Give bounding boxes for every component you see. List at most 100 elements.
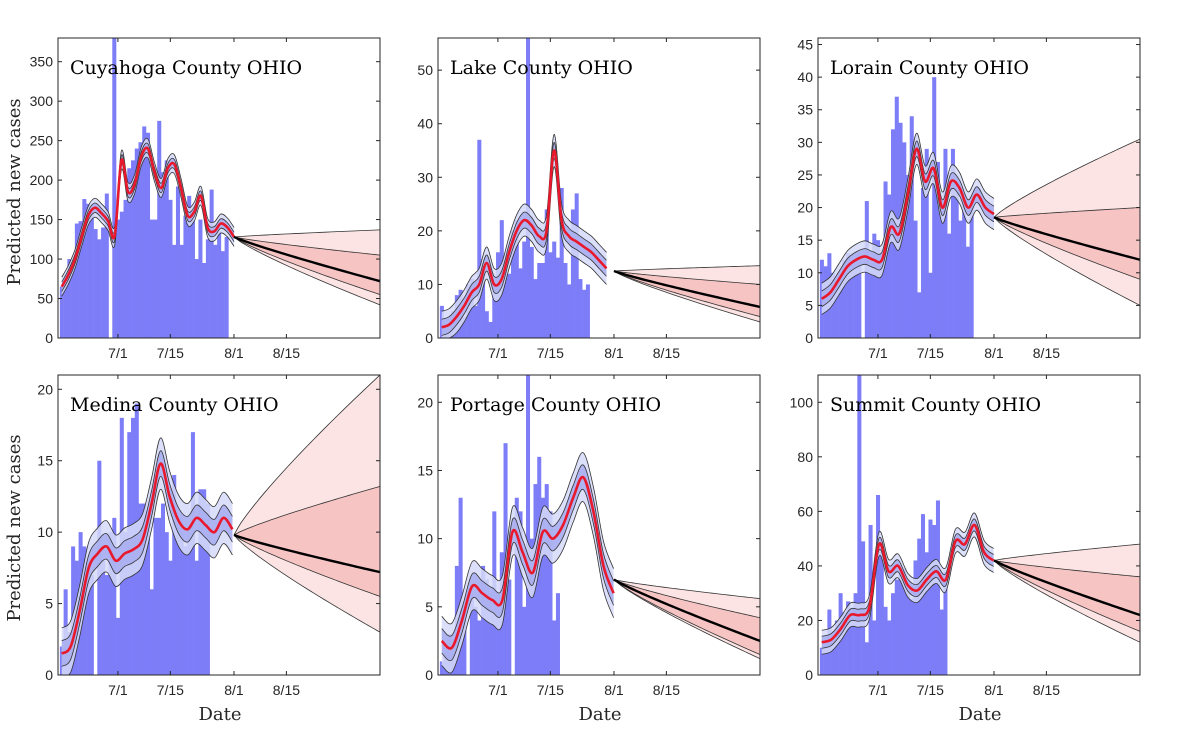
fit-line xyxy=(441,149,608,329)
y-tick-label: 45 xyxy=(797,37,813,53)
bar xyxy=(179,517,184,675)
bar xyxy=(93,229,98,338)
panel-title: Summit County OHIO xyxy=(830,394,1041,416)
fit-band-edge xyxy=(61,156,235,297)
x-tick-label: 8/1 xyxy=(984,345,1004,361)
bar xyxy=(935,500,940,675)
bar xyxy=(891,593,896,675)
y-tick-label: 80 xyxy=(797,449,813,465)
bar xyxy=(488,321,493,338)
bar xyxy=(540,263,546,338)
forecast-band-edge xyxy=(993,560,1140,632)
fit-band-edge xyxy=(61,476,233,667)
y-tick-label: 60 xyxy=(797,503,813,519)
bar xyxy=(202,489,207,675)
forecast-band-edge xyxy=(993,543,1140,561)
bar xyxy=(484,311,489,338)
fit-line xyxy=(440,475,615,650)
forecast-band-edge xyxy=(993,138,1140,218)
bar xyxy=(879,552,884,675)
bar xyxy=(67,259,72,338)
bar xyxy=(563,263,568,338)
forecast-band-edge xyxy=(613,579,760,619)
forecast-band-edge xyxy=(993,217,1140,280)
y-tick-label: 350 xyxy=(30,54,54,70)
bar xyxy=(529,538,534,675)
bar xyxy=(198,489,203,675)
bar xyxy=(849,617,854,675)
x-tick-label: 8/1 xyxy=(604,682,624,698)
x-tick-label: 7/15 xyxy=(157,682,184,698)
bar xyxy=(507,273,512,338)
bar xyxy=(142,503,147,675)
bar xyxy=(190,219,195,338)
plot-content xyxy=(819,375,1140,675)
bar xyxy=(567,284,572,338)
y-tick-label: 10 xyxy=(417,531,433,547)
x-tick-label: 8/15 xyxy=(273,345,300,361)
forecast-band-edge xyxy=(613,265,760,272)
bar xyxy=(116,219,121,338)
bar xyxy=(71,263,76,338)
bar xyxy=(913,560,918,675)
bar xyxy=(932,525,937,675)
bar xyxy=(872,620,877,675)
bar xyxy=(142,126,147,338)
forecast-band-edge xyxy=(233,236,380,256)
fit-inner-band xyxy=(61,450,233,667)
y-tick-label: 250 xyxy=(30,133,54,149)
bar xyxy=(939,207,944,338)
fit-band-edge xyxy=(821,512,994,631)
x-axis-label-3: Date xyxy=(958,704,1001,725)
bar xyxy=(954,181,959,338)
bar xyxy=(831,272,836,338)
plot-content xyxy=(439,38,760,338)
bar xyxy=(138,142,143,338)
bar xyxy=(172,475,177,675)
y-tick-label: 10 xyxy=(37,524,53,540)
bar xyxy=(175,186,180,338)
forecast-line xyxy=(993,216,1140,261)
bar xyxy=(119,211,124,338)
panel-title: Lorain County OHIO xyxy=(830,57,1029,79)
x-tick-label: 7/1 xyxy=(868,682,888,698)
panel-title: Lake County OHIO xyxy=(450,57,633,79)
y-tick-label: 15 xyxy=(37,453,53,469)
fit-band-edge xyxy=(441,489,614,662)
bar xyxy=(187,195,192,338)
x-tick-label: 8/15 xyxy=(1033,682,1060,698)
bar xyxy=(473,305,478,338)
bar xyxy=(570,209,575,338)
forecast-band-edge xyxy=(613,270,760,285)
bar xyxy=(439,661,444,675)
bar xyxy=(462,316,467,338)
x-tick-label: 7/15 xyxy=(157,345,184,361)
fit-band-edge xyxy=(441,142,607,320)
bar xyxy=(127,168,132,338)
bar xyxy=(477,620,482,675)
y-tick-label: 200 xyxy=(30,172,54,188)
bar xyxy=(522,606,527,675)
bar xyxy=(935,161,940,338)
x-tick-label: 7/15 xyxy=(917,682,944,698)
bar xyxy=(488,593,493,675)
fit-band-edge xyxy=(61,450,233,642)
bar xyxy=(887,194,892,338)
axes-box xyxy=(437,37,761,339)
bar xyxy=(153,219,158,338)
plot-content xyxy=(59,38,380,338)
x-tick-label: 7/1 xyxy=(868,345,888,361)
bar xyxy=(887,620,892,675)
forecast-band-edge xyxy=(613,270,760,323)
bar xyxy=(894,579,899,675)
bar xyxy=(917,538,922,675)
bar xyxy=(149,219,154,338)
forecast-band-edge xyxy=(613,579,760,660)
forecast-band-edge xyxy=(233,375,380,536)
bar xyxy=(555,257,560,338)
bar xyxy=(950,148,955,338)
bar xyxy=(533,279,538,338)
bar xyxy=(544,209,549,338)
bar xyxy=(217,231,222,338)
bar xyxy=(213,244,218,338)
